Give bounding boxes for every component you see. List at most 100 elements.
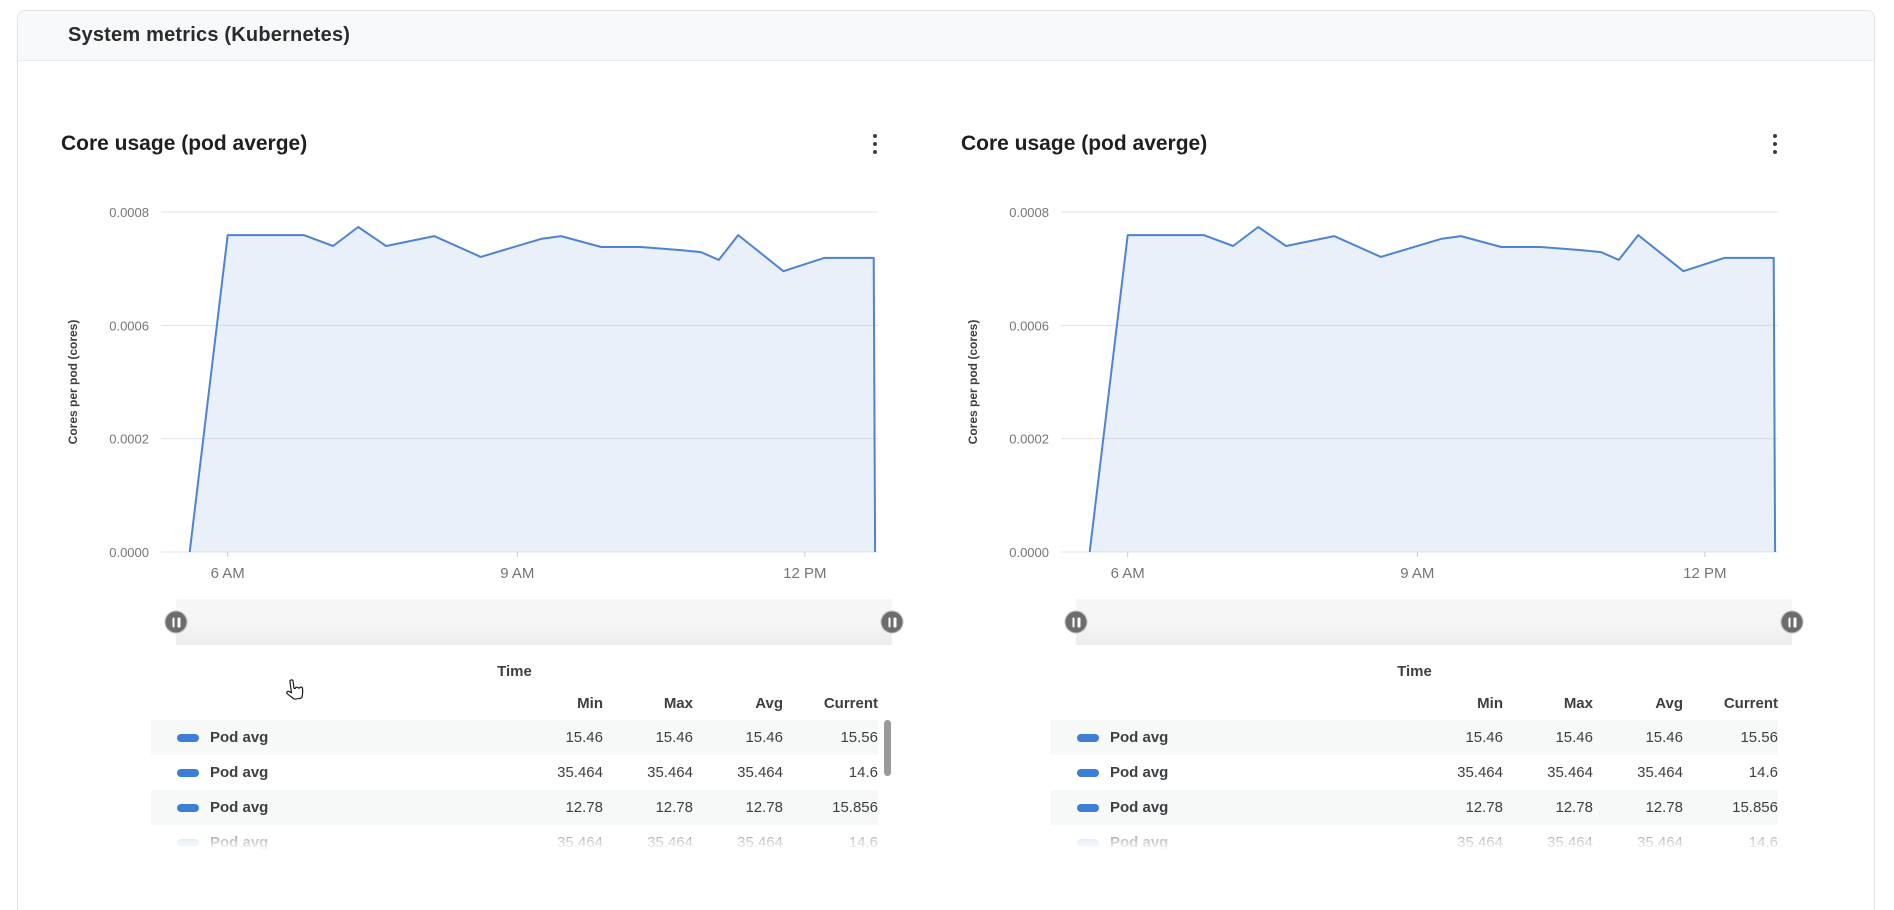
card-body: Core usage (pod averge) 0.0008 0.0006 0.00… bbox=[18, 61, 1874, 853]
slider-track[interactable] bbox=[1076, 599, 1792, 645]
value-avg: 35.464 bbox=[737, 834, 783, 851]
svg-text:0.0008: 0.0008 bbox=[109, 205, 149, 220]
svg-text:0.0002: 0.0002 bbox=[1009, 432, 1049, 447]
col-header-min: Min bbox=[577, 694, 603, 712]
value-max: 12.78 bbox=[1555, 799, 1593, 816]
series-color-swatch bbox=[177, 768, 199, 777]
value-max: 35.464 bbox=[1547, 834, 1593, 851]
value-avg: 35.464 bbox=[1637, 764, 1683, 781]
series-label: Pod avg bbox=[1110, 729, 1169, 746]
col-header-avg: Avg bbox=[755, 694, 783, 712]
series-color-swatch bbox=[1077, 803, 1099, 812]
col-header-current: Current bbox=[823, 694, 878, 712]
value-max: 35.464 bbox=[1547, 764, 1593, 781]
series-label: Pod avg bbox=[210, 764, 269, 781]
handle-grip-icon bbox=[1793, 617, 1796, 627]
legend-time-header: Time bbox=[497, 663, 532, 680]
value-avg: 15.46 bbox=[1645, 729, 1683, 746]
value-max: 15.46 bbox=[655, 729, 693, 746]
time-range-slider[interactable] bbox=[164, 599, 904, 645]
core-usage-area-chart[interactable]: 0.0008 0.0006 0.0002 0.0000 6 AM 9 AM 12 PM Cor… bbox=[61, 169, 891, 589]
card-title: System metrics (Kubernetes) bbox=[68, 24, 351, 46]
svg-text:0.0006: 0.0006 bbox=[109, 318, 149, 333]
value-current: 15.856 bbox=[832, 799, 878, 816]
svg-text:0.0000: 0.0000 bbox=[109, 545, 149, 560]
value-max: 15.46 bbox=[1555, 729, 1593, 746]
col-header-max: Max bbox=[1563, 694, 1593, 712]
legend-rows: Pod avg 15.46 15.46 15.46 15.56 Pod avg … bbox=[151, 720, 878, 853]
svg-text:0.0002: 0.0002 bbox=[109, 432, 149, 447]
legend-time-header: Time bbox=[1397, 663, 1432, 680]
value-max: 35.464 bbox=[647, 764, 693, 781]
handle-grip-icon bbox=[1077, 617, 1080, 627]
svg-text:0.0006: 0.0006 bbox=[1009, 318, 1049, 333]
value-min: 35.464 bbox=[557, 764, 603, 781]
series-label: Pod avg bbox=[210, 799, 269, 816]
slider-handle-left[interactable] bbox=[164, 610, 188, 634]
kebab-dot bbox=[1773, 142, 1777, 146]
legend-table: Time Min Max Avg Current Pod avg 15.46 1… bbox=[1051, 663, 1791, 853]
panel-header: Core usage (pod averge) bbox=[961, 127, 1794, 161]
time-range-slider[interactable] bbox=[1064, 599, 1804, 645]
handle-grip-icon bbox=[1788, 617, 1791, 627]
svg-text:6 AM: 6 AM bbox=[211, 565, 245, 582]
svg-text:6 AM: 6 AM bbox=[1111, 565, 1145, 582]
col-header-current: Current bbox=[1723, 694, 1778, 712]
legend-row[interactable]: Pod avg 15.46 15.46 15.46 15.56 bbox=[151, 720, 878, 755]
metric-panel-left: Core usage (pod averge) 0.0008 0.0006 0.00… bbox=[61, 99, 904, 853]
legend-row[interactable]: Pod avg 12.78 12.78 12.78 15.856 bbox=[1051, 790, 1778, 825]
value-current: 14.6 bbox=[1748, 834, 1778, 851]
slider-handle-left[interactable] bbox=[1064, 610, 1088, 634]
panel-title: Core usage (pod averge) bbox=[961, 132, 1208, 155]
slider-track[interactable] bbox=[176, 599, 892, 645]
legend-column-headers: Min Max Avg Current bbox=[151, 691, 878, 715]
svg-text:0.0000: 0.0000 bbox=[1009, 545, 1049, 560]
col-header-min: Min bbox=[1477, 694, 1503, 712]
series-label: Pod avg bbox=[210, 834, 269, 851]
kebab-menu-icon[interactable] bbox=[862, 131, 888, 157]
legend-scrollbar-thumb[interactable] bbox=[884, 720, 891, 776]
handle-grip-icon bbox=[893, 617, 896, 627]
series-color-swatch bbox=[1077, 768, 1099, 777]
series-color-swatch bbox=[1077, 733, 1099, 742]
legend-row[interactable]: Pod avg 12.78 12.78 12.78 15.856 bbox=[151, 790, 878, 825]
legend-row[interactable]: Pod avg 35.464 35.464 35.464 14.6 bbox=[151, 755, 878, 790]
legend-table: Time Min Max Avg Current Pod avg 15.46 1… bbox=[151, 663, 891, 853]
value-current: 15.856 bbox=[1732, 799, 1778, 816]
svg-text:9 AM: 9 AM bbox=[500, 565, 534, 582]
kebab-menu-icon[interactable] bbox=[1762, 131, 1788, 157]
legend-column-headers: Min Max Avg Current bbox=[1051, 691, 1778, 715]
handle-grip-icon bbox=[888, 617, 891, 627]
value-avg: 35.464 bbox=[1637, 834, 1683, 851]
svg-text:Cores per pod (cores): Cores per pod (cores) bbox=[966, 320, 980, 445]
value-avg: 12.78 bbox=[1645, 799, 1683, 816]
core-usage-area-chart[interactable]: 0.0008 0.0006 0.0002 0.0000 6 AM 9 AM 12 PM Cor… bbox=[961, 169, 1791, 589]
legend-row[interactable]: Pod avg 15.46 15.46 15.46 15.56 bbox=[1051, 720, 1778, 755]
value-min: 15.46 bbox=[565, 729, 603, 746]
value-min: 12.78 bbox=[1465, 799, 1503, 816]
slider-handle-right[interactable] bbox=[880, 610, 904, 634]
legend-row[interactable]: Pod avg 35.464 35.464 35.464 14.6 bbox=[1051, 755, 1778, 790]
legend-row[interactable]: Pod avg 35.464 35.464 35.464 14.6 bbox=[1051, 825, 1778, 853]
handle-grip-icon bbox=[177, 617, 180, 627]
slider-handle-right[interactable] bbox=[1780, 610, 1804, 634]
series-color-swatch bbox=[177, 733, 199, 742]
series-label: Pod avg bbox=[1110, 764, 1169, 781]
kebab-dot bbox=[873, 150, 877, 154]
svg-text:9 AM: 9 AM bbox=[1400, 565, 1434, 582]
value-min: 12.78 bbox=[565, 799, 603, 816]
card-header: System metrics (Kubernetes) bbox=[18, 11, 1874, 61]
kebab-dot bbox=[1773, 134, 1777, 138]
series-color-swatch bbox=[1077, 838, 1099, 847]
col-header-max: Max bbox=[663, 694, 693, 712]
legend-row[interactable]: Pod avg 35.464 35.464 35.464 14.6 bbox=[151, 825, 878, 853]
system-metrics-card: System metrics (Kubernetes) Core usage (… bbox=[17, 10, 1875, 910]
series-label: Pod avg bbox=[1110, 834, 1169, 851]
metric-panel-right: Core usage (pod averge) 0.0008 0.0006 0.00… bbox=[961, 99, 1804, 853]
value-avg: 12.78 bbox=[745, 799, 783, 816]
value-max: 35.464 bbox=[647, 834, 693, 851]
kebab-dot bbox=[873, 142, 877, 146]
svg-text:12 PM: 12 PM bbox=[783, 565, 826, 582]
value-min: 15.46 bbox=[1465, 729, 1503, 746]
series-label: Pod avg bbox=[210, 729, 269, 746]
